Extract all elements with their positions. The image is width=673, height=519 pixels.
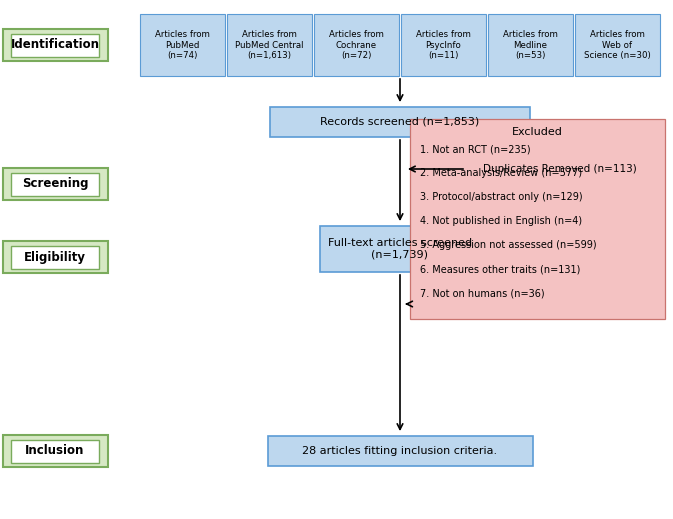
- Text: Articles from
PubMed Central
(n=1,613): Articles from PubMed Central (n=1,613): [236, 30, 304, 60]
- Bar: [11, 34, 99, 57]
- Bar: [410, 119, 665, 319]
- Text: Excluded: Excluded: [512, 127, 563, 137]
- Bar: [11, 440, 99, 462]
- Text: Articles from
PsycInfo
(n=11): Articles from PsycInfo (n=11): [416, 30, 471, 60]
- Bar: [11, 172, 99, 196]
- Text: Articles from
Cochrane
(n=72): Articles from Cochrane (n=72): [329, 30, 384, 60]
- Bar: [466, 155, 654, 183]
- Bar: [314, 14, 399, 76]
- Text: 4. Not published in English (n=4): 4. Not published in English (n=4): [420, 216, 582, 226]
- Text: Full-text articles screened
(n=1,739): Full-text articles screened (n=1,739): [328, 238, 472, 260]
- Bar: [3, 435, 108, 467]
- Text: 3. Protocol/abstract only (n=129): 3. Protocol/abstract only (n=129): [420, 192, 583, 202]
- Bar: [267, 436, 532, 466]
- Bar: [320, 226, 480, 272]
- Bar: [488, 14, 573, 76]
- Text: 5. Aggression not assessed (n=599): 5. Aggression not assessed (n=599): [420, 240, 597, 250]
- Bar: [401, 14, 486, 76]
- Text: 28 articles fitting inclusion criteria.: 28 articles fitting inclusion criteria.: [302, 446, 497, 456]
- Text: Articles from
PubMed
(n=74): Articles from PubMed (n=74): [155, 30, 210, 60]
- Text: 2. Meta-analysis/Review (n=577): 2. Meta-analysis/Review (n=577): [420, 168, 582, 178]
- Bar: [140, 14, 225, 76]
- Bar: [11, 245, 99, 268]
- Text: 6. Measures other traits (n=131): 6. Measures other traits (n=131): [420, 264, 580, 274]
- Text: Articles from
Medline
(n=53): Articles from Medline (n=53): [503, 30, 558, 60]
- Bar: [3, 168, 108, 200]
- Text: 1. Not an RCT (n=235): 1. Not an RCT (n=235): [420, 144, 530, 154]
- Bar: [3, 241, 108, 273]
- Text: Identification: Identification: [11, 38, 100, 51]
- Text: Articles from
Web of
Science (n=30): Articles from Web of Science (n=30): [584, 30, 651, 60]
- Bar: [575, 14, 660, 76]
- Text: Eligibility: Eligibility: [24, 251, 86, 264]
- Text: Duplicates Removed (n=113): Duplicates Removed (n=113): [483, 164, 637, 174]
- Bar: [270, 107, 530, 137]
- Bar: [3, 29, 108, 61]
- Text: Screening: Screening: [22, 177, 88, 190]
- Text: Records screened (n=1,853): Records screened (n=1,853): [320, 117, 480, 127]
- Text: Inclusion: Inclusion: [26, 444, 85, 458]
- Text: 7. Not on humans (n=36): 7. Not on humans (n=36): [420, 288, 544, 298]
- Bar: [227, 14, 312, 76]
